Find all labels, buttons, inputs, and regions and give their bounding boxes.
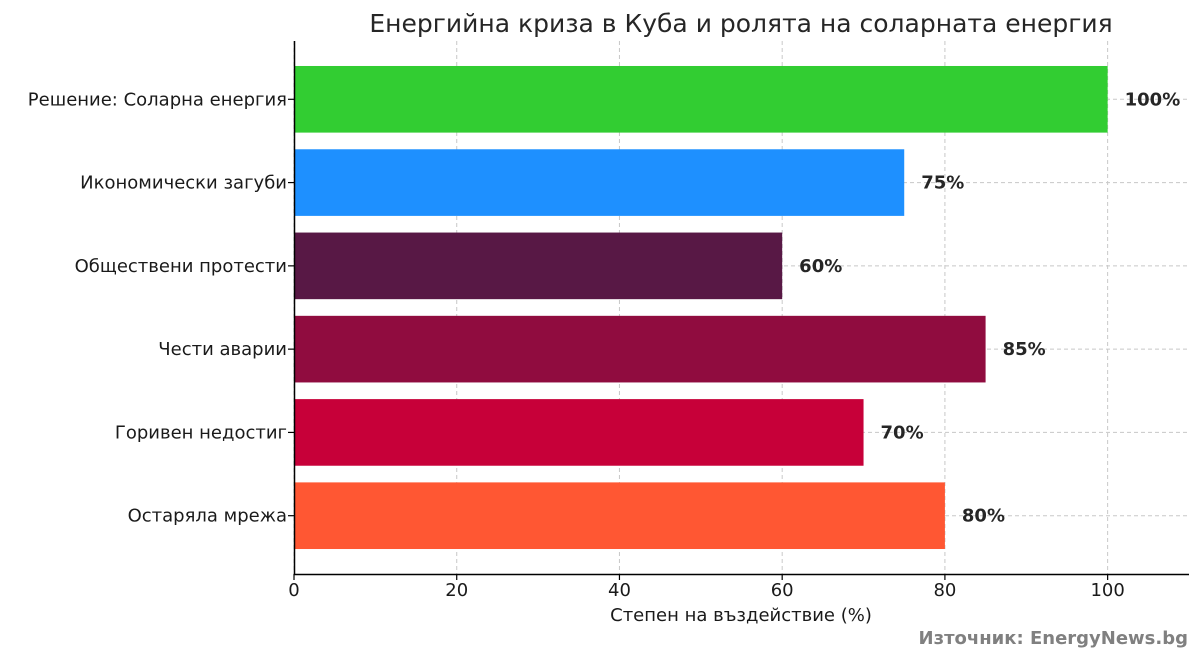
source-note: Източник: EnergyNews.bg bbox=[919, 628, 1188, 649]
bar bbox=[294, 315, 986, 383]
data-label: 100% bbox=[1125, 89, 1181, 110]
x-tick-label: 0 bbox=[288, 580, 299, 601]
x-ticks: 0 20 40 60 80 100 bbox=[288, 98, 1125, 601]
data-label: 80% bbox=[962, 506, 1005, 527]
category-label: Чести аварии bbox=[158, 339, 287, 360]
category-label: Решение: Соларна енергия bbox=[28, 89, 287, 110]
data-label: 70% bbox=[881, 422, 924, 443]
category-labels: Остаряла мрежа Горивен недостиг Чести авар… bbox=[28, 89, 287, 526]
category-label: Остаряла мрежа bbox=[128, 506, 287, 527]
x-tick-label: 100 bbox=[1090, 580, 1124, 601]
category-label: Обществени протести bbox=[75, 256, 287, 277]
value-labels: 80% 70% 85% 60% 75% 100% bbox=[799, 89, 1180, 526]
bar bbox=[294, 399, 864, 466]
bar bbox=[294, 149, 905, 216]
x-tick-label: 60 bbox=[771, 580, 794, 601]
data-label: 75% bbox=[921, 173, 964, 194]
x-tick-label: 40 bbox=[608, 580, 631, 601]
x-tick-label: 20 bbox=[445, 580, 468, 601]
bars bbox=[294, 65, 1108, 550]
bar bbox=[294, 232, 783, 300]
axes bbox=[293, 41, 1189, 576]
bar bbox=[294, 65, 1108, 133]
x-axis-label: Степен на въздействие (%) bbox=[610, 605, 872, 626]
bar bbox=[294, 482, 945, 550]
data-label: 60% bbox=[799, 256, 842, 277]
chart-title: Енергийна криза в Куба и ролята на солар… bbox=[369, 9, 1112, 38]
x-tick-label: 80 bbox=[933, 580, 956, 601]
data-label: 85% bbox=[1003, 339, 1046, 360]
category-label: Икономически загуби bbox=[80, 173, 287, 194]
category-label: Горивен недостиг bbox=[115, 422, 287, 443]
